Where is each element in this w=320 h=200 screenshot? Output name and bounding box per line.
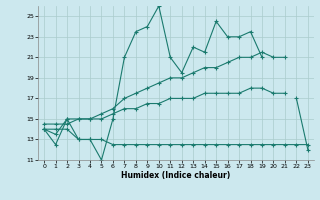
X-axis label: Humidex (Indice chaleur): Humidex (Indice chaleur) <box>121 171 231 180</box>
